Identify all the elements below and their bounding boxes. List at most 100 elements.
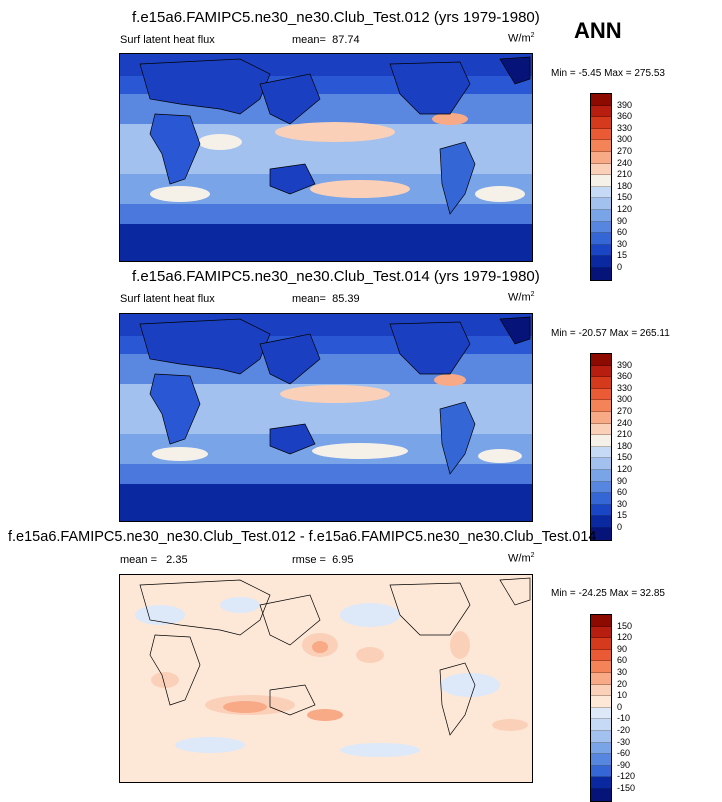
panel3-colorbar-cell bbox=[591, 626, 611, 639]
panel1-colorbar-tick-label: 390 bbox=[617, 99, 633, 110]
panel1-colorbar-cell bbox=[591, 256, 611, 268]
panel1-colorbar-cell bbox=[591, 140, 611, 152]
panel2-colorbar-ticks: 390 360 330 300 270 240 210 180 150 120 90 60 30 15 0 bbox=[617, 353, 657, 539]
panel1-colorbar-cell bbox=[591, 128, 611, 141]
panel2-colorbar-cell bbox=[591, 504, 611, 517]
panel3-colorbar-tick-label: 30 bbox=[617, 667, 628, 677]
panel2-colorbar-tick-label: 390 bbox=[617, 359, 633, 370]
panel2-mean-value: 85.39 bbox=[332, 293, 360, 305]
panel1-colorbar-tick-label: 300 bbox=[617, 134, 633, 145]
panel2-colorbar-cell bbox=[591, 365, 611, 378]
panel1-colorbar-cell bbox=[591, 209, 611, 222]
panel2-colorbar-tick-label: 360 bbox=[617, 371, 633, 382]
panel3-colorbar-cell bbox=[591, 649, 611, 662]
panel2-colorbar-cell bbox=[591, 446, 611, 459]
panel3-colorbar-tick-label: -90 bbox=[617, 759, 631, 770]
panel1-colorbar-tick-label: 15 bbox=[617, 250, 628, 261]
panel1-colorbar-tick-label: 0 bbox=[617, 262, 623, 272]
panel3-map-svg bbox=[120, 575, 532, 782]
season-label: ANN bbox=[574, 18, 622, 43]
panel2-colorbar-cell bbox=[591, 516, 611, 528]
panel1-colorbar-cell bbox=[591, 198, 611, 210]
panel1-colorbar-tick-label: 270 bbox=[617, 146, 633, 156]
panel1-colorbar-cell bbox=[591, 244, 611, 257]
panel3-colorbar-tick-label: -30 bbox=[617, 736, 631, 747]
panel2-mean-label: mean= 85.39 bbox=[292, 293, 360, 305]
panel2-colorbar-tick-label: 90 bbox=[617, 475, 628, 486]
panel1-min-max: Min = -5.45 Max = 275.53 bbox=[551, 68, 665, 79]
panel3-min-max: Min = -24.25 Max = 32.85 bbox=[551, 588, 665, 599]
panel1-mean-label: mean= 87.74 bbox=[292, 34, 360, 46]
panel1-colorbar-cell bbox=[591, 233, 611, 245]
panel1-colorbar-ticks: 390 360 330 300 270 240 210 180 150 120 90 60 30 15 0 bbox=[617, 93, 657, 279]
panel1-colorbar-cell bbox=[591, 151, 611, 164]
panel3-colorbar-cell bbox=[591, 684, 611, 697]
panel3-colorbar-cell bbox=[591, 661, 611, 673]
panel2-colorbar-cell bbox=[591, 469, 611, 482]
panel3-colorbar-cell bbox=[591, 638, 611, 650]
panel3-colorbar-cell bbox=[591, 765, 611, 778]
panel2-title: f.e15a6.FAMIPC5.ne30_ne30.Club_Test.014 … bbox=[132, 268, 540, 285]
panel1-colorbar-tick-label: 180 bbox=[617, 180, 633, 191]
panel3-colorbar-tick-label: 0 bbox=[617, 701, 623, 712]
panel2-colorbar-tick-label: 300 bbox=[617, 394, 633, 405]
panel1-colorbar-tick-label: 240 bbox=[617, 157, 633, 168]
panel3-units: W/m2 bbox=[508, 552, 535, 565]
panel2-colorbar-tick-label: 0 bbox=[617, 522, 623, 532]
panel3-colorbar-ticks: 150 120 90 60 30 20 10 0 -10 -20 -30 -60 -90 -120 -150 bbox=[617, 614, 657, 800]
panel1-variable-label: Surf latent heat flux bbox=[120, 34, 215, 46]
panel1-title: f.e15a6.FAMIPC5.ne30_ne30.Club_Test.012 … bbox=[132, 9, 540, 26]
panel2-colorbar-tick-label: 15 bbox=[617, 510, 628, 521]
panel3-colorbar-tick-label: -10 bbox=[617, 713, 631, 724]
panel3-colorbar-cell bbox=[591, 696, 611, 708]
panel3-mean-label: mean = 2.35 bbox=[120, 554, 188, 566]
panel3-colorbar-cell bbox=[591, 742, 611, 755]
panel1-colorbar-cell bbox=[591, 163, 611, 176]
panel2-colorbar-tick-label: 30 bbox=[617, 498, 628, 509]
panel2-variable-label: Surf latent heat flux bbox=[120, 293, 215, 305]
panel2-colorbar-tick-label: 210 bbox=[617, 429, 633, 440]
panel3-colorbar-cell bbox=[591, 707, 611, 720]
panel2-colorbar-cell bbox=[591, 423, 611, 436]
panel3-colorbar-cell bbox=[591, 777, 611, 789]
panel3-colorbar-tick-label: 10 bbox=[617, 690, 628, 701]
panel3-colorbar-tick-label: 120 bbox=[617, 632, 633, 643]
panel1-colorbar-cell bbox=[591, 186, 611, 199]
panel2-colorbar bbox=[590, 353, 612, 541]
panel3-colorbar bbox=[590, 614, 612, 802]
panel2-colorbar-cell bbox=[591, 527, 611, 540]
panel2-map-svg bbox=[120, 314, 532, 521]
panel2-colorbar-tick-label: 180 bbox=[617, 440, 633, 451]
panel1-colorbar-cell bbox=[591, 94, 611, 106]
panel3-colorbar-tick-label: -20 bbox=[617, 725, 631, 735]
panel2-colorbar-cell bbox=[591, 411, 611, 424]
panel2-colorbar-cell bbox=[591, 377, 611, 389]
panel3-colorbar-cell bbox=[591, 672, 611, 685]
panel3-colorbar-cell bbox=[591, 615, 611, 627]
panel2-colorbar-tick-label: 150 bbox=[617, 452, 633, 463]
panel1-colorbar-tick-label: 60 bbox=[617, 227, 628, 238]
panel3-colorbar-tick-label: 20 bbox=[617, 678, 628, 689]
panel2-colorbar-tick-label: 60 bbox=[617, 487, 628, 498]
panel1-map bbox=[119, 53, 533, 262]
panel1-mean-value: 87.74 bbox=[332, 34, 360, 46]
panel2-colorbar-cell bbox=[591, 400, 611, 412]
panel1-colorbar-tick-label: 330 bbox=[617, 122, 633, 133]
panel2-colorbar-cell bbox=[591, 481, 611, 494]
panel3-colorbar-tick-label: -60 bbox=[617, 748, 631, 759]
panel2-colorbar-tick-label: 330 bbox=[617, 382, 633, 393]
panel3-rmse-label: rmse = 6.95 bbox=[292, 554, 354, 566]
panel3-rmse-value: 6.95 bbox=[332, 554, 354, 566]
panel3-colorbar-cell bbox=[591, 730, 611, 743]
panel3-title: f.e15a6.FAMIPC5.ne30_ne30.Club_Test.012 … bbox=[8, 529, 597, 545]
panel2-colorbar-cell bbox=[591, 458, 611, 470]
panel3-colorbar-tick-label: -120 bbox=[617, 771, 636, 782]
panel2-colorbar-tick-label: 270 bbox=[617, 406, 633, 416]
panel3-map bbox=[119, 574, 533, 783]
panel2-colorbar-cell bbox=[591, 435, 611, 447]
panel2-colorbar-tick-label: 120 bbox=[617, 464, 633, 474]
panel1-colorbar-tick-label: 360 bbox=[617, 111, 633, 122]
panel1-units: W/m2 bbox=[508, 32, 535, 45]
panel1-colorbar-tick-label: 90 bbox=[617, 215, 628, 226]
panel1-colorbar-tick-label: 30 bbox=[617, 238, 628, 249]
